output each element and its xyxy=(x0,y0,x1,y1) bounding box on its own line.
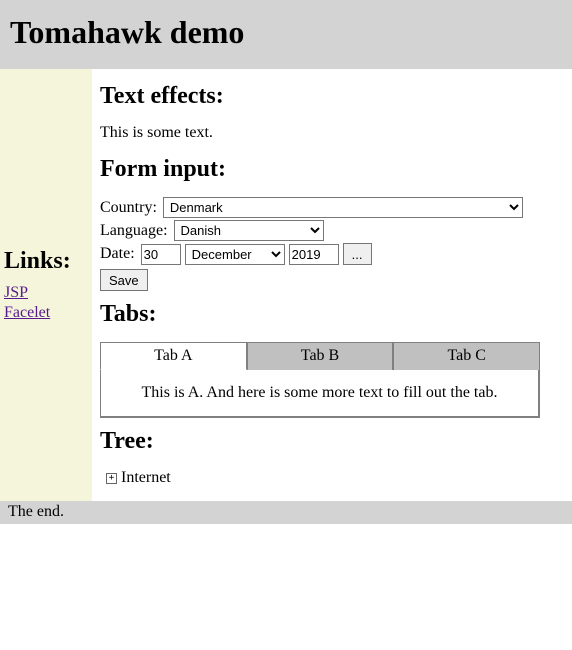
main-content: Text effects: This is some text. Form in… xyxy=(92,69,572,501)
footer: The end. xyxy=(0,501,572,524)
form-row-country: Country: Denmark xyxy=(100,197,564,218)
form-row-save: Save xyxy=(100,269,564,291)
sidebar-link-facelet[interactable]: Facelet xyxy=(4,303,88,323)
form-row-date: Date: December ... xyxy=(100,243,564,265)
tab-c[interactable]: Tab C xyxy=(393,342,540,370)
tree-root-row: + Internet xyxy=(106,469,564,487)
language-select[interactable]: Danish xyxy=(174,220,324,241)
date-year-input[interactable] xyxy=(289,244,339,265)
date-month-select[interactable]: December xyxy=(185,244,285,265)
country-label: Country: xyxy=(100,199,157,217)
tree-expand-icon[interactable]: + xyxy=(106,473,117,484)
language-label: Language: xyxy=(100,222,168,240)
section-heading-form-input: Form input: xyxy=(100,156,564,183)
section-heading-tabs: Tabs: xyxy=(100,301,564,328)
section-heading-tree: Tree: xyxy=(100,428,564,455)
tabs-container: Tab A Tab B Tab C This is A. And here is… xyxy=(100,342,564,418)
date-picker-button[interactable]: ... xyxy=(343,243,372,265)
text-effects-body: This is some text. xyxy=(100,124,564,142)
country-select[interactable]: Denmark xyxy=(163,197,523,218)
content-layout: Links: JSP Facelet Text effects: This is… xyxy=(0,69,572,501)
sidebar-heading: Links: xyxy=(4,248,88,275)
header: Tomahawk demo xyxy=(0,0,572,69)
tree-root-label: Internet xyxy=(121,469,171,487)
form-row-language: Language: Danish xyxy=(100,220,564,241)
tab-header: Tab A Tab B Tab C xyxy=(100,342,540,370)
tab-b[interactable]: Tab B xyxy=(247,342,394,370)
date-label: Date: xyxy=(100,245,135,263)
section-heading-text-effects: Text effects: xyxy=(100,83,564,110)
date-day-input[interactable] xyxy=(141,244,181,265)
save-button[interactable]: Save xyxy=(100,269,148,291)
page-title: Tomahawk demo xyxy=(10,14,562,51)
footer-text: The end. xyxy=(8,503,64,520)
tab-content: This is A. And here is some more text to… xyxy=(100,369,540,418)
sidebar: Links: JSP Facelet xyxy=(0,69,92,501)
sidebar-link-jsp[interactable]: JSP xyxy=(4,283,88,303)
tab-a[interactable]: Tab A xyxy=(100,342,247,370)
